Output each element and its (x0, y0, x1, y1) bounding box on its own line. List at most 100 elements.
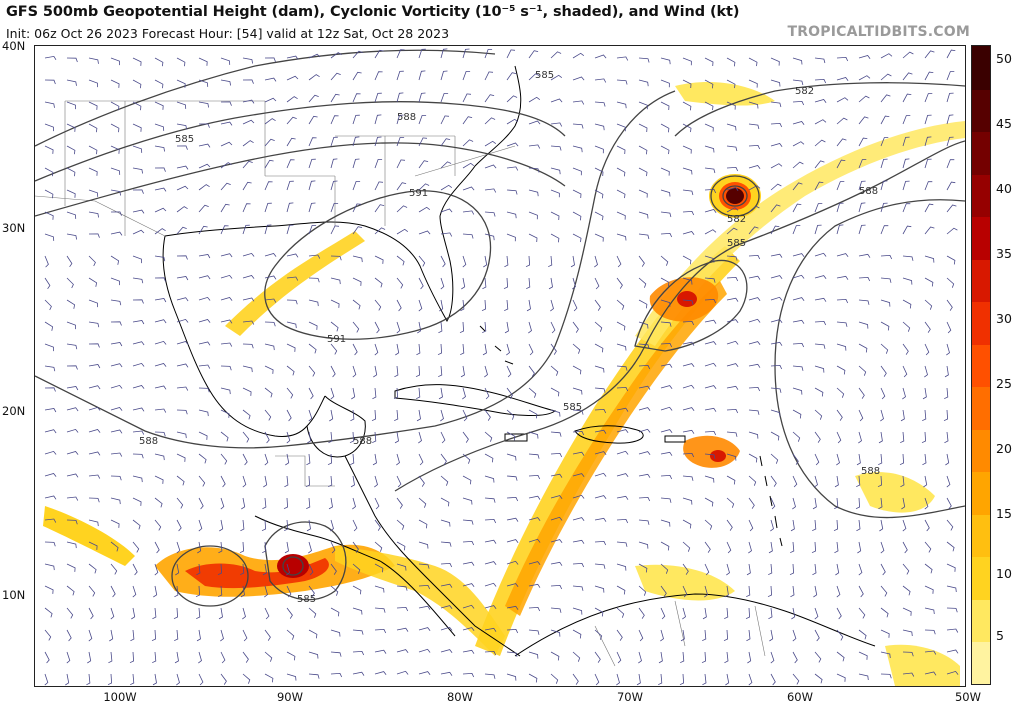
wind-barb (418, 648, 431, 653)
wind-barb (308, 607, 317, 618)
contour-label: 585 (175, 134, 194, 145)
wind-barb (572, 123, 584, 129)
wind-barb (638, 255, 645, 267)
contour-label: 585 (563, 402, 582, 413)
wind-barb (660, 79, 670, 88)
wind-barb (704, 407, 717, 412)
wind-barb (858, 651, 868, 660)
wind-barb (770, 275, 783, 280)
wind-barb (594, 429, 607, 434)
wind-barb (132, 299, 144, 304)
wind-barb (484, 164, 497, 169)
wind-barb (132, 189, 144, 194)
wind-barb (484, 431, 493, 442)
wind-barb (748, 57, 758, 67)
wind-barb (286, 116, 297, 125)
wind-barb (814, 203, 823, 213)
wind-barb (879, 519, 884, 532)
wind-barb (374, 114, 382, 125)
wind-barb (396, 182, 407, 191)
wind-barb (704, 585, 708, 598)
wind-barb (44, 343, 54, 352)
wind-barb (503, 277, 509, 290)
wind-barb (792, 161, 804, 169)
wind-barb (66, 79, 77, 86)
lat-label-30n: 30N (2, 221, 26, 235)
wind-barb (945, 453, 950, 466)
wind-barb (924, 71, 934, 81)
wind-barb (440, 138, 451, 147)
wind-barb (924, 226, 935, 235)
wind-barb (198, 673, 204, 686)
wind-barb (724, 607, 729, 620)
wind-barb (616, 233, 627, 241)
wind-barb (572, 277, 576, 290)
wind-barb (264, 181, 273, 191)
wind-barb (154, 385, 167, 390)
wind-barb (836, 138, 847, 147)
wind-barb (462, 561, 475, 566)
wind-barb (176, 341, 189, 345)
wind-barb (484, 117, 496, 125)
wind-barb (308, 158, 316, 169)
wind-barb (286, 55, 299, 60)
wind-barb (198, 79, 209, 87)
wind-barb (550, 145, 562, 151)
wind-barb (462, 583, 475, 588)
wind-barb (462, 627, 475, 632)
wind-barb (374, 541, 383, 552)
wind-barb (132, 541, 140, 553)
coast-puerto-rico (664, 435, 686, 443)
wind-barb (748, 386, 761, 392)
wind-barb (88, 321, 100, 328)
coast-central-america-pacific (254, 515, 456, 637)
wind-barb (395, 343, 400, 356)
contour-label: 585 (727, 238, 746, 249)
wind-barb (176, 145, 188, 150)
wind-barb (330, 299, 340, 308)
wind-barb (242, 79, 254, 84)
wind-barb (176, 497, 184, 509)
wind-barb (836, 117, 848, 125)
lat-label-10n: 10N (2, 588, 26, 602)
wind-barb (462, 162, 475, 169)
wind-barb (154, 541, 160, 554)
wind-barb (726, 207, 739, 213)
wind-barb (946, 49, 956, 59)
wind-barb (198, 57, 208, 66)
wind-barb (462, 139, 474, 147)
contour-label: 588 (397, 112, 416, 123)
wind-barb (792, 409, 802, 419)
wind-barb (132, 320, 145, 325)
wind-barb (110, 519, 120, 528)
lon-label-60w: 60W (786, 690, 814, 704)
wind-barb (44, 123, 54, 132)
wind-barb (878, 431, 883, 444)
wind-barb (702, 607, 707, 620)
wind-barb (748, 475, 757, 486)
wind-barb (110, 607, 115, 620)
wind-barb (792, 121, 805, 125)
wind-barb (154, 298, 167, 303)
coast-south-america (514, 593, 876, 657)
wind-barb (528, 120, 541, 125)
wind-barb (902, 585, 911, 596)
coast-us-east (439, 65, 522, 217)
colorbar-label: 45 (996, 116, 1012, 131)
wind-barb (946, 204, 957, 213)
wind-barb (902, 519, 907, 532)
wind-barb (770, 204, 781, 213)
wind-barb (550, 365, 559, 376)
wind-barb (284, 519, 289, 532)
wind-barb (550, 211, 560, 221)
wind-barb (88, 255, 96, 267)
source-watermark[interactable]: TROPICALTIDBITS.COM (787, 24, 970, 40)
wind-barb (484, 140, 497, 147)
wind-barb (242, 224, 250, 235)
wind-barb (352, 114, 360, 125)
wind-barb (242, 343, 254, 349)
wind-barb (154, 363, 167, 367)
wind-barb (374, 563, 384, 573)
wind-barb (704, 541, 711, 553)
wind-barb (616, 607, 625, 618)
